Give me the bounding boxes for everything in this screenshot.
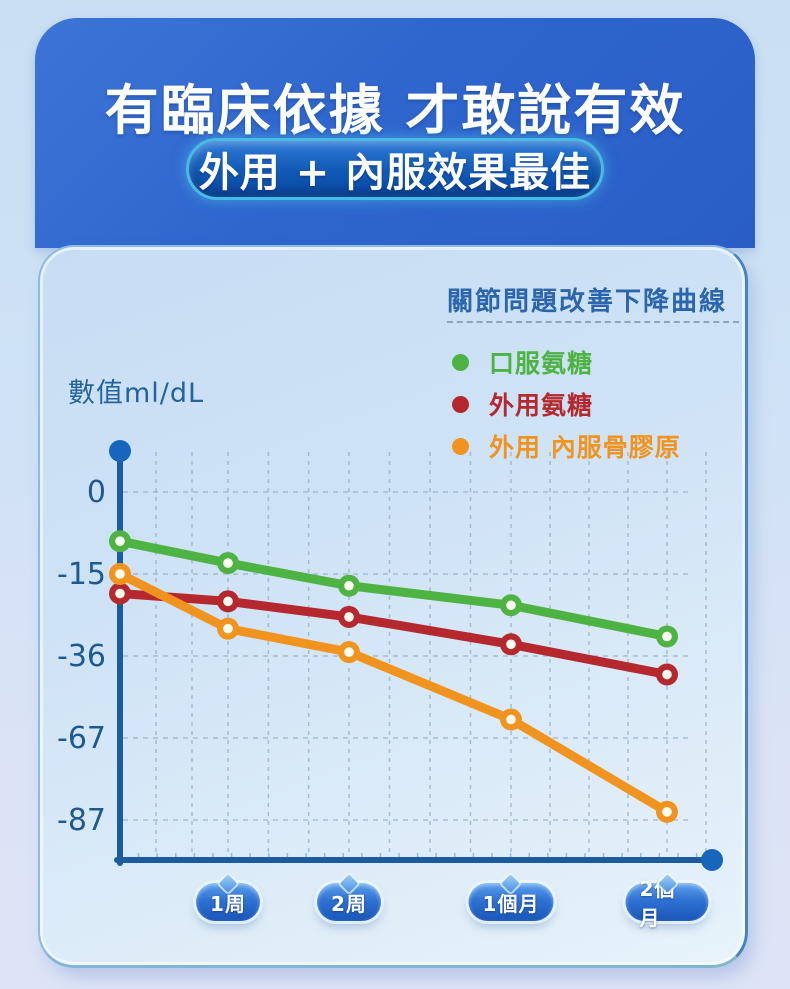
series-line-2: [115, 569, 672, 817]
series-marker-center: [662, 631, 672, 642]
axes: [109, 440, 723, 871]
series-marker-center: [115, 536, 125, 546]
legend-label: 口服氨糖: [489, 349, 594, 378]
orange-dot-icon: [452, 437, 469, 455]
series-marker-center: [344, 647, 354, 657]
x-axis-end-dot: [701, 849, 723, 871]
series-marker-center: [662, 669, 672, 680]
series-marker-center: [506, 639, 516, 650]
y-tick-labels: 0 -15 -36 -67 -87: [57, 475, 106, 838]
series-marker-center: [223, 558, 233, 568]
legend-label: 外用氨糖: [489, 391, 594, 420]
green-dot-icon: [452, 353, 469, 371]
page-title: 有臨床依據 才敢說有效: [104, 79, 686, 142]
chart-card: 0 -15 -36 -67 -87 關節問題改善下降曲線 口服氨糖 外用氨糖 外…: [38, 245, 748, 968]
chart-title: 關節問題改善下降曲線: [447, 287, 728, 317]
y-tick-m87: -87: [57, 803, 106, 838]
series-marker-center: [344, 612, 354, 622]
benefit-badge-label: 外用 + 內服效果最佳: [198, 150, 592, 196]
grid-lines: [123, 452, 707, 860]
series-marker-center: [115, 569, 125, 579]
legend-item-oral-glucosamine: 口服氨糖: [452, 341, 681, 383]
series-marker-center: [506, 600, 516, 611]
legend-item-topical-glucosamine: 外用氨糖: [452, 383, 681, 425]
benefit-badge-pill: 外用 + 內服效果最佳: [186, 138, 604, 200]
y-tick-0: 0: [87, 475, 106, 510]
data-series: [109, 530, 678, 823]
y-tick-m67: -67: [57, 721, 106, 756]
legend-item-topical-oral-collagen: 外用 內服骨膠原: [452, 425, 681, 467]
y-axis-end-dot: [109, 440, 131, 462]
y-tick-m36: -36: [57, 639, 106, 674]
chart-legend: 口服氨糖 外用氨糖 外用 內服骨膠原: [452, 341, 681, 467]
series-line-1: [115, 589, 672, 680]
legend-label: 外用 內服骨膠原: [489, 433, 681, 462]
chart-title-divider: [447, 321, 739, 323]
series-marker-center: [506, 714, 516, 725]
y-axis-label: 數值ml/dL: [68, 378, 205, 409]
series-marker-center: [344, 580, 354, 591]
y-tick-m15: -15: [57, 557, 106, 592]
red-dot-icon: [452, 395, 469, 413]
series-marker-center: [223, 596, 233, 607]
series-marker-center: [223, 623, 233, 634]
header-panel: 有臨床依據 才敢說有效 外用 + 內服效果最佳: [35, 18, 755, 248]
line-chart: 0 -15 -36 -67 -87: [57, 440, 723, 871]
series-marker-center: [115, 588, 125, 599]
series-marker-center: [662, 807, 672, 817]
